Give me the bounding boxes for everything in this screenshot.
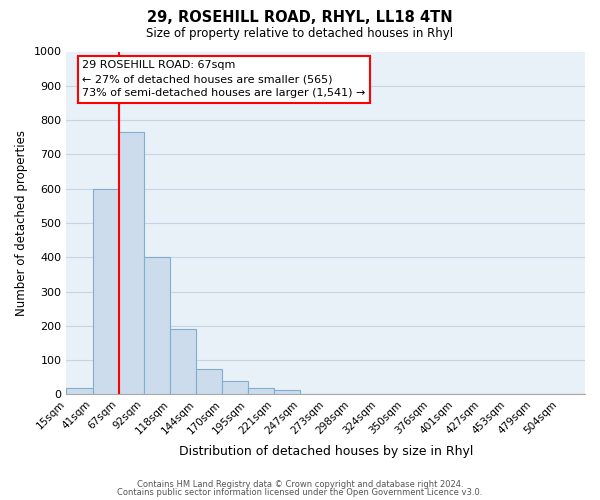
Text: Contains public sector information licensed under the Open Government Licence v3: Contains public sector information licen… — [118, 488, 482, 497]
Text: 29 ROSEHILL ROAD: 67sqm
← 27% of detached houses are smaller (565)
73% of semi-d: 29 ROSEHILL ROAD: 67sqm ← 27% of detache… — [82, 60, 365, 98]
Bar — [170, 330, 196, 394]
Bar — [67, 388, 92, 394]
Bar — [119, 132, 144, 394]
Text: 29, ROSEHILL ROAD, RHYL, LL18 4TN: 29, ROSEHILL ROAD, RHYL, LL18 4TN — [147, 10, 453, 25]
Text: Contains HM Land Registry data © Crown copyright and database right 2024.: Contains HM Land Registry data © Crown c… — [137, 480, 463, 489]
Bar — [144, 258, 170, 394]
Bar — [274, 390, 300, 394]
Y-axis label: Number of detached properties: Number of detached properties — [15, 130, 28, 316]
Bar — [248, 388, 274, 394]
Bar — [196, 368, 223, 394]
Bar — [92, 188, 119, 394]
Bar — [223, 380, 248, 394]
X-axis label: Distribution of detached houses by size in Rhyl: Distribution of detached houses by size … — [179, 444, 473, 458]
Text: Size of property relative to detached houses in Rhyl: Size of property relative to detached ho… — [146, 28, 454, 40]
